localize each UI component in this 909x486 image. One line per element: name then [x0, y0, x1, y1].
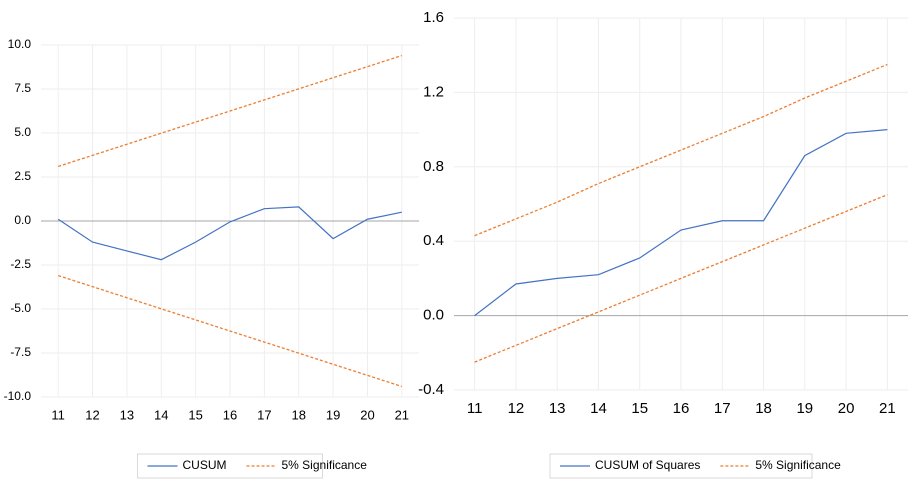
x-tick-label: 15 — [188, 407, 202, 422]
series-line — [474, 63, 888, 237]
y-tick-label: -10.0 — [4, 389, 32, 403]
y-tick-label: 0.8 — [423, 158, 444, 175]
series-line — [57, 54, 403, 168]
x-tick-label: 13 — [549, 400, 566, 417]
x-tick-label: 17 — [714, 400, 731, 417]
x-tick-label: 11 — [51, 407, 65, 422]
x-tick-label: 19 — [326, 407, 340, 422]
x-tick-label: 12 — [85, 407, 99, 422]
y-tick-label: -5.0 — [10, 301, 31, 315]
y-tick-label: -0.4 — [418, 381, 444, 398]
y-tick-label: 0.4 — [423, 232, 444, 249]
y-tick-label: 1.2 — [423, 83, 444, 100]
x-tick-label: 20 — [360, 407, 374, 422]
y-tick-label: 2.5 — [14, 169, 31, 183]
x-tick-label: 21 — [879, 400, 896, 417]
y-tick-label: 1.6 — [423, 9, 444, 26]
legend-label: 5% Significance — [755, 458, 841, 472]
y-tick-label: -2.5 — [10, 257, 31, 271]
x-tick-label: 16 — [673, 400, 690, 417]
x-tick-label: 16 — [223, 407, 237, 422]
legend-label: CUSUM — [183, 458, 227, 472]
series-line — [57, 206, 402, 261]
x-tick-label: 17 — [257, 407, 271, 422]
series-line — [57, 274, 403, 388]
x-tick-label: 18 — [291, 407, 305, 422]
legend-box — [137, 453, 323, 479]
y-tick-label: 10.0 — [8, 37, 32, 51]
x-tick-label: 14 — [590, 400, 607, 417]
legend-label: CUSUM of Squares — [595, 458, 700, 472]
x-tick-label: 20 — [838, 400, 855, 417]
x-tick-label: 21 — [395, 407, 409, 422]
series-line — [474, 129, 888, 317]
x-tick-label: 12 — [508, 400, 525, 417]
legend-box — [549, 453, 813, 479]
x-tick-label: 15 — [631, 400, 648, 417]
y-tick-label: 0.0 — [14, 213, 31, 227]
y-tick-label: 0.0 — [423, 307, 444, 324]
x-tick-label: 13 — [120, 407, 134, 422]
y-tick-label: 7.5 — [14, 81, 31, 95]
series-line — [474, 194, 888, 363]
x-tick-label: 18 — [755, 400, 772, 417]
x-tick-label: 11 — [467, 400, 483, 417]
legend-label: 5% Significance — [282, 458, 368, 472]
x-tick-label: 19 — [796, 400, 813, 417]
x-tick-label: 14 — [154, 407, 168, 422]
y-tick-label: -7.5 — [10, 345, 31, 359]
y-tick-label: 5.0 — [14, 125, 31, 139]
